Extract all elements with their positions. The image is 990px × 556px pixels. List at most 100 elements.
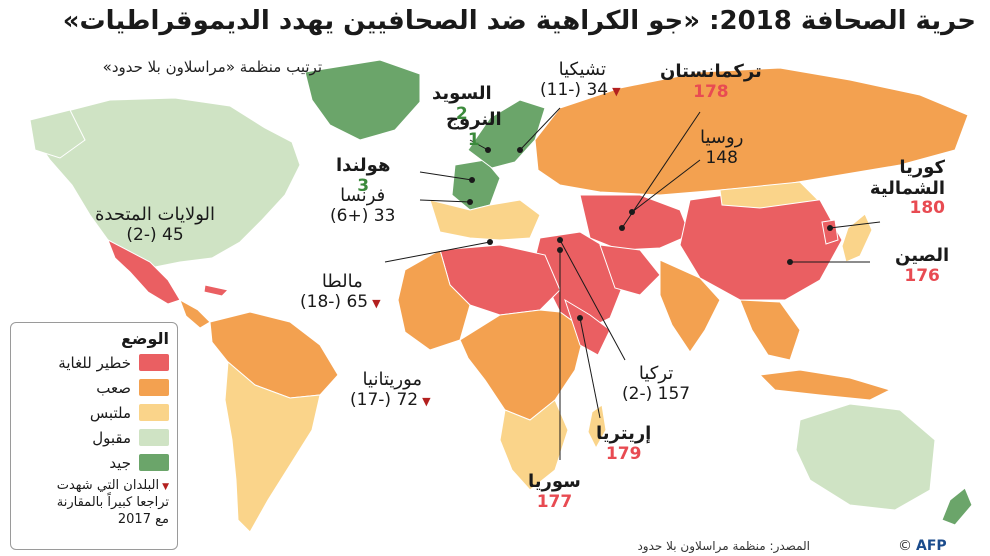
dot-eritrea — [577, 315, 583, 321]
country-name-sweden: السويد — [432, 83, 492, 104]
region-central-asia — [579, 194, 691, 251]
dot-france — [467, 199, 473, 205]
country-rank-czechia: 34 (-11) — [540, 79, 609, 100]
dot-norway — [485, 147, 491, 153]
dot-turkey — [557, 237, 563, 243]
drop-marker-icon: ▼ — [162, 482, 169, 492]
leader-russia — [631, 159, 701, 213]
legend-item-very-serious: خطير للغاية — [19, 352, 169, 373]
label-syria: سوريا 177 — [528, 471, 581, 512]
region-central-africa — [459, 309, 586, 421]
drop-marker-icon: ▼ — [422, 394, 431, 408]
country-name-north-korea: كوريا الشمالية — [869, 157, 945, 199]
country-rank-turkey: 157 (-2) — [622, 383, 691, 404]
country-rank-usa: 45 (-2) — [126, 224, 184, 245]
legend-item-difficult: صعب — [19, 377, 169, 398]
region-southern-europe — [429, 199, 541, 241]
afp-logo: AFP — [916, 538, 947, 554]
region-caribbean — [203, 284, 230, 297]
label-france: فرنسا 33 (+6) — [330, 185, 396, 226]
region-new-zealand — [941, 487, 973, 526]
label-norway: النروج 1 — [446, 109, 502, 150]
region-alaska — [29, 109, 86, 159]
region-greenland — [304, 59, 421, 141]
legend-swatch — [139, 404, 169, 421]
country-rank-france: 33 (+6) — [330, 205, 396, 226]
country-name-czechia: تشيكيا — [558, 59, 606, 80]
region-south-asia — [659, 259, 721, 353]
dot-malta — [487, 239, 493, 245]
leader-norway — [469, 139, 489, 151]
leader-eritrea — [579, 317, 601, 419]
legend-label: صعب — [96, 378, 131, 397]
label-eritrea: إريتريا 179 — [596, 423, 652, 464]
label-mauritania: موريتانيا ▼72 (-17) — [350, 369, 435, 410]
country-name-turkey: تركيا — [638, 363, 674, 384]
leader-turkey — [559, 239, 626, 361]
legend-item-satisfactory: مقبول — [19, 427, 169, 448]
location-dots — [467, 147, 833, 321]
legend-label: جيد — [109, 453, 131, 472]
country-name-syria: سوريا — [528, 471, 581, 492]
region-russia — [534, 67, 969, 196]
source-note: المصدر: منظمة مراسلاون بلا حدود — [637, 539, 810, 553]
region-mongolia — [719, 181, 820, 209]
leader-turkmenistan — [621, 111, 701, 229]
region-central-america — [179, 298, 211, 329]
region-south-america-south — [224, 360, 321, 533]
region-north-america — [34, 97, 301, 269]
legend-item-problematic: ملتبس — [19, 402, 169, 423]
legend-label: ملتبس — [89, 403, 131, 422]
label-czechia: تشيكيا ▼34 (-11) — [540, 59, 625, 100]
region-madagascar — [587, 404, 607, 450]
region-iran — [599, 244, 661, 296]
country-name-russia: روسيا — [700, 127, 744, 148]
country-rank-mauritania: 72 (-17) — [350, 389, 419, 410]
region-korea — [821, 219, 839, 245]
leader-netherlands — [419, 171, 473, 181]
region-japan — [841, 213, 873, 263]
region-indonesia — [758, 369, 892, 401]
label-usa: الولايات المتحدة 45 (-2) — [95, 204, 216, 245]
country-name-usa: الولايات المتحدة — [95, 204, 216, 225]
legend-label: خطير للغاية — [58, 353, 131, 372]
country-name-mauritania: موريتانيا — [362, 369, 423, 390]
leader-malta — [384, 241, 491, 263]
leader-france — [419, 199, 471, 203]
country-name-france: فرنسا — [340, 185, 386, 206]
label-malta: مالطا ▼65 (-18) — [300, 271, 385, 312]
map-legend: الوضع خطير للغاية صعب ملتبس مقبول جيد ▼ا… — [10, 322, 178, 550]
country-name-malta: مالطا — [321, 271, 363, 292]
country-rank-syria: 177 — [536, 491, 573, 512]
legend-swatch — [139, 454, 169, 471]
dot-netherlands — [469, 177, 475, 183]
dot-russia — [629, 209, 635, 215]
legend-note: ▼البلدان التي شهدت تراجعا كبيراً بالمقار… — [56, 478, 169, 527]
legend-swatch — [139, 379, 169, 396]
dot-czechia — [517, 147, 523, 153]
legend-item-good: جيد — [19, 452, 169, 473]
country-rank-turkmenistan: 178 — [693, 81, 729, 102]
country-rank-russia: 148 — [705, 147, 738, 168]
page-title: حرية الصحافة 2018: «جو الكراهية ضد الصحا… — [62, 6, 976, 36]
country-rank-malta: 65 (-18) — [300, 291, 369, 312]
region-horn-of-africa — [564, 298, 611, 356]
region-mexico — [107, 238, 181, 305]
label-china: الصين 176 — [895, 245, 950, 286]
leader-czechia — [519, 107, 561, 151]
country-rank-china: 176 — [904, 265, 940, 286]
country-name-eritrea: إريتريا — [596, 423, 652, 444]
country-name-china: الصين — [895, 245, 950, 266]
region-southeast-asia — [739, 299, 801, 361]
dot-china — [787, 259, 793, 265]
legend-swatch — [139, 354, 169, 371]
legend-label: مقبول — [92, 428, 131, 447]
copyright-symbol: © — [898, 538, 912, 554]
label-turkmenistan: تركمانستان 178 — [660, 61, 762, 102]
country-rank-sweden: 2 — [455, 103, 468, 124]
leader-north-korea — [829, 221, 881, 229]
leader-lines — [384, 107, 881, 460]
label-netherlands: هولندا 3 — [336, 155, 390, 196]
